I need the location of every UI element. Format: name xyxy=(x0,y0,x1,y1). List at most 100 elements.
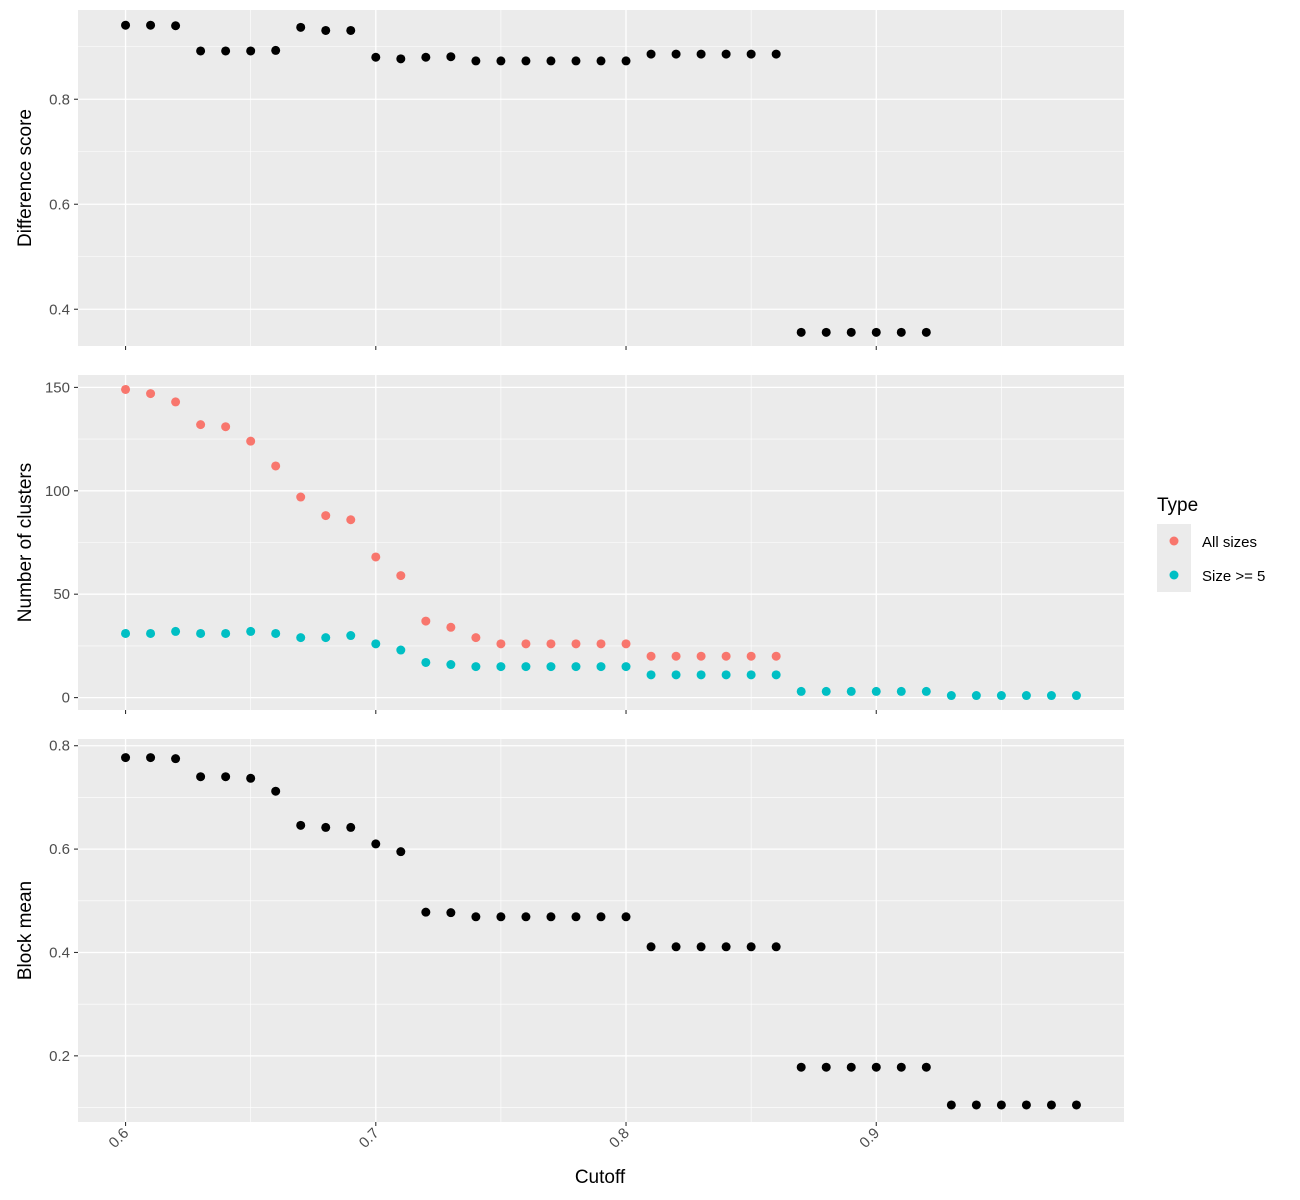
panel-3-series-point xyxy=(546,912,556,922)
panel-1-series-point xyxy=(296,22,306,32)
panel-2-size-5-point xyxy=(371,639,381,649)
panel-2-all-sizes-point xyxy=(321,511,331,521)
panel-3-background xyxy=(78,739,1124,1122)
panel-2-all-sizes-point xyxy=(221,422,231,432)
panel-2-all-sizes-point xyxy=(396,571,406,581)
panel-3-series-point xyxy=(1071,1100,1081,1110)
panel-2-size-5-point xyxy=(721,670,731,680)
panel-3-series-point xyxy=(596,912,606,922)
panel-3-series-point xyxy=(896,1062,906,1072)
panel-1-series-point xyxy=(771,49,781,59)
panel-3-series-point xyxy=(171,754,181,764)
panel-3-series-point xyxy=(521,912,531,922)
panel-2-all-sizes-point xyxy=(696,651,706,661)
panel-1-y-axis-title: Difference score xyxy=(15,109,36,247)
panel-2-size-5-point xyxy=(996,691,1006,701)
panel-2-size-5-point xyxy=(321,633,331,643)
panel-3-series-point xyxy=(821,1062,831,1072)
panel-3-series-point xyxy=(196,772,206,782)
panel-1-series-point xyxy=(371,52,381,62)
panel-2-all-sizes-point xyxy=(146,389,156,399)
panel-2-size-5-point xyxy=(421,657,431,667)
panel-2-size-5-point xyxy=(221,628,231,638)
panel-3-series-point xyxy=(1046,1100,1056,1110)
panel-2-all-sizes-point xyxy=(271,461,281,471)
panel-2-all-sizes-point xyxy=(296,492,306,502)
panel-1-series-point xyxy=(846,327,856,337)
panel-3-series-point xyxy=(1021,1100,1031,1110)
legend-swatch-all-sizes xyxy=(1169,536,1179,546)
panel-2-size-5-point xyxy=(496,662,506,672)
panel-1-series-point xyxy=(271,45,281,55)
panel-3-series-point xyxy=(646,942,656,952)
panel-2-size-5-point xyxy=(296,633,306,643)
panel-1-series-point xyxy=(496,56,506,66)
panel-3-series-point xyxy=(246,773,256,783)
x-tick-label: 0.9 xyxy=(856,1125,883,1152)
panel-2-size-5-point xyxy=(446,660,456,670)
panel-2-size-5-point xyxy=(696,670,706,680)
panel-2-all-sizes-point xyxy=(346,515,356,525)
panel-1-series-point xyxy=(246,46,256,56)
panel-2-all-sizes-point xyxy=(571,639,581,649)
panel-2-all-sizes-point xyxy=(446,622,456,632)
panel-3-series-point xyxy=(221,772,231,782)
panel-2-size-5-point xyxy=(596,662,606,672)
panel-1-series-point xyxy=(896,327,906,337)
panel-3-series-point xyxy=(946,1100,956,1110)
panel-1-series-point xyxy=(671,49,681,59)
panel-1-series-point xyxy=(621,56,631,66)
x-tick-label: 0.8 xyxy=(606,1125,633,1152)
panel-3-series-point xyxy=(796,1062,806,1072)
panel-2-all-sizes-point xyxy=(246,436,256,446)
panel-2-size-5-point xyxy=(896,686,906,696)
x-axis-title: Cutoff xyxy=(575,1167,626,1188)
panel-1-series-point xyxy=(471,56,481,66)
panel-2-size-5-point xyxy=(146,628,156,638)
panel-1-series-point xyxy=(221,46,231,56)
panel-1-series-point xyxy=(121,20,131,30)
panel-3-series-point xyxy=(846,1062,856,1072)
panel-2-size-5-point xyxy=(196,628,206,638)
panel-2-size-5-point xyxy=(921,686,931,696)
panel-1-series-point xyxy=(521,56,531,66)
panel-3-series-point xyxy=(721,942,731,952)
panel-2-all-sizes-point xyxy=(371,552,381,562)
panel-1-series-point xyxy=(421,52,431,62)
panel-2-size-5-point xyxy=(171,626,181,636)
panel-2-y-tick-label: 0 xyxy=(62,690,70,707)
panel-2-size-5-point xyxy=(121,628,131,638)
panel-3-series-point xyxy=(621,912,631,922)
panel-3-y-tick-label: 0.6 xyxy=(49,841,70,858)
panel-1-series-point xyxy=(446,52,456,62)
panel-3-series-point xyxy=(471,912,481,922)
panel-1-series-point xyxy=(696,49,706,59)
panel-3-series-point xyxy=(346,822,356,832)
x-tick-label: 0.7 xyxy=(356,1125,383,1152)
panel-1-series-point xyxy=(146,20,156,30)
legend-label-size-ge-5: Size >= 5 xyxy=(1202,568,1265,585)
panel-3-series-point xyxy=(371,839,381,849)
panel-1-series-point xyxy=(821,327,831,337)
panel-3-series-point xyxy=(271,786,281,796)
panel-2-size-5-point xyxy=(796,686,806,696)
panel-1-y-tick-label: 0.4 xyxy=(49,301,70,318)
panel-2-size-5-point xyxy=(1021,691,1031,701)
panel-3-series-point xyxy=(446,908,456,918)
panel-2-all-sizes-point xyxy=(521,639,531,649)
panel-2-size-5-point xyxy=(546,662,556,672)
panel-2-all-sizes-point xyxy=(496,639,506,649)
panel-2-size-5-point xyxy=(771,670,781,680)
panel-3-series-point xyxy=(296,820,306,830)
panel-1-y-tick-label: 0.6 xyxy=(49,196,70,213)
panel-3-y-tick-label: 0.2 xyxy=(49,1048,70,1065)
panel-2-size-5-point xyxy=(746,670,756,680)
panel-2-size-5-point xyxy=(846,686,856,696)
panel-2-size-5-point xyxy=(971,691,981,701)
panel-2-size-5-point xyxy=(571,662,581,672)
panel-1-background xyxy=(78,10,1124,346)
legend-swatch-size-ge-5 xyxy=(1169,570,1179,580)
panel-2-size-5-point xyxy=(946,691,956,701)
panel-1-series-point xyxy=(196,46,206,56)
